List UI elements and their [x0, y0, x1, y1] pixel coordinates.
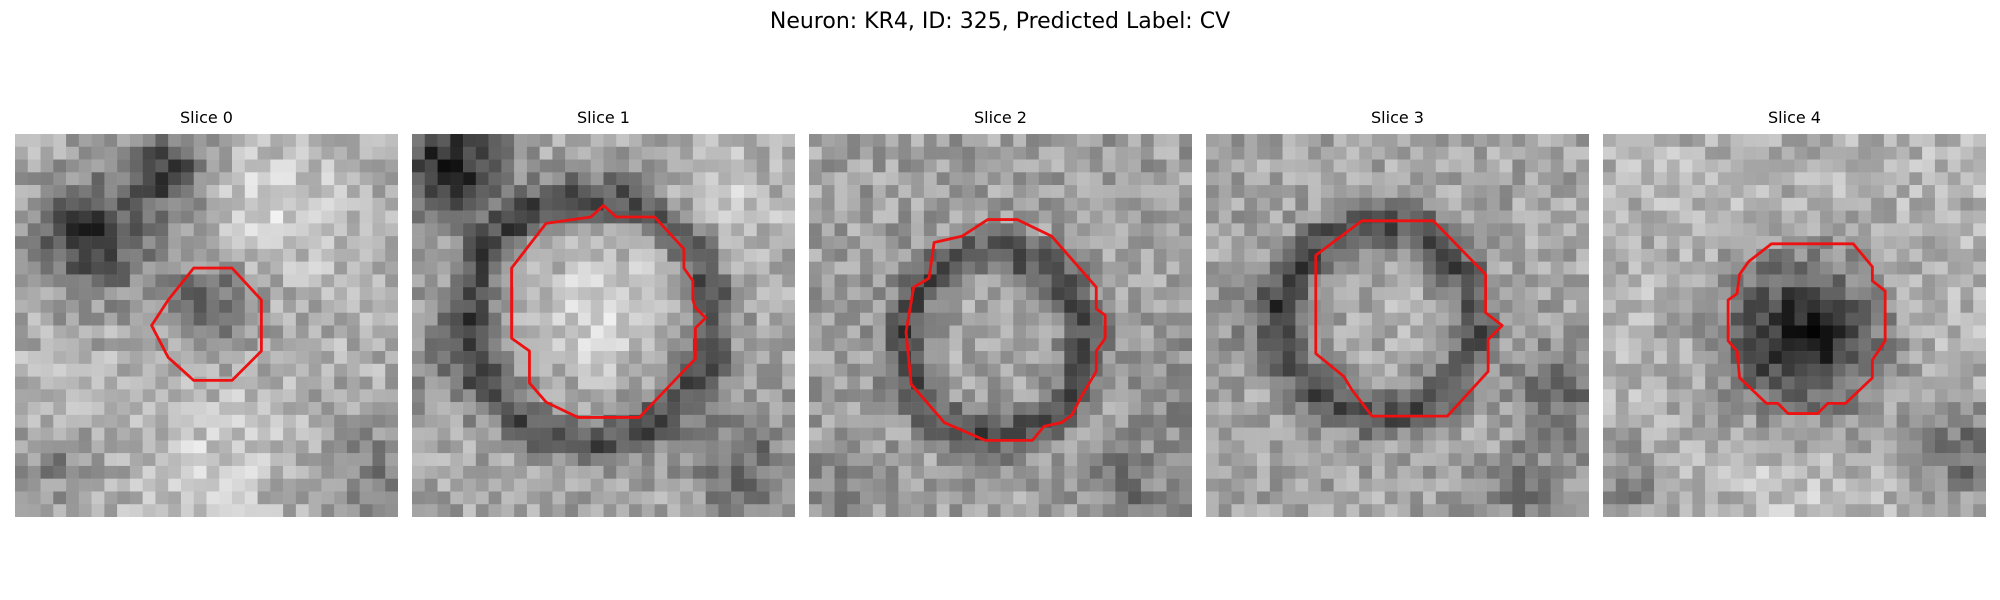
- slice-contour-1: [510, 204, 708, 419]
- slice-contour-2: [904, 218, 1107, 442]
- slice-pixels-4: [1603, 134, 1986, 517]
- slice-panel-1: Slice 1: [412, 107, 795, 517]
- slice-panel-2: Slice 2: [809, 107, 1192, 517]
- slice-pixels-0: [15, 134, 398, 517]
- slice-title-1: Slice 1: [577, 108, 630, 127]
- slice-panel-3: Slice 3: [1206, 107, 1589, 517]
- slice-image-1: [412, 134, 795, 517]
- slice-image-2: [809, 134, 1192, 517]
- slice-image-0: [15, 134, 398, 517]
- slice-contour-4: [1726, 242, 1887, 415]
- slice-panel-0: Slice 0: [15, 107, 398, 517]
- slice-contour-0: [150, 266, 263, 382]
- slice-title-3: Slice 3: [1371, 108, 1424, 127]
- slice-pixels-1: [412, 134, 795, 517]
- slice-panel-4: Slice 4: [1603, 107, 1986, 517]
- slice-title-4: Slice 4: [1768, 108, 1821, 127]
- slice-contour-3: [1314, 219, 1504, 418]
- slice-image-3: [1206, 134, 1589, 517]
- slice-title-0: Slice 0: [180, 108, 233, 127]
- slice-pixels-3: [1206, 134, 1589, 517]
- slice-title-2: Slice 2: [974, 108, 1027, 127]
- slice-pixels-2: [809, 134, 1192, 517]
- slice-image-4: [1603, 134, 1986, 517]
- figure-title: Neuron: KR4, ID: 325, Predicted Label: C…: [769, 9, 1231, 34]
